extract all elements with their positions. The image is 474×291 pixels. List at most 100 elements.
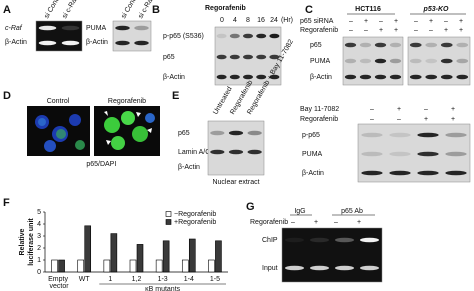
panel-label: D [3,90,11,102]
band [229,33,240,39]
band [115,25,130,31]
panel-label: C [305,4,313,16]
sign: + [451,106,455,113]
row-label: p65 [178,130,190,137]
bar [129,259,137,273]
y-tick-label: 2 [37,245,41,252]
sign: + [444,27,448,34]
row-label: ChIP [262,237,278,244]
condition-label: p65 siRNA [300,18,334,25]
sign: + [397,106,401,113]
band [456,74,469,80]
band [228,130,244,136]
band [269,74,280,80]
band [359,58,372,64]
band [374,42,387,48]
band [440,58,453,64]
label: HCT116 [355,6,381,13]
sign: – [349,18,353,25]
band [344,42,357,48]
band [134,25,149,31]
row-label: PUMA [86,25,107,32]
legend-label: +Regorafenib [174,219,216,226]
band [242,33,254,39]
band [229,74,240,80]
timepoint: 4 [233,17,237,24]
y-tick-label: 3 [37,233,41,240]
band [360,237,379,243]
sign: + [451,116,455,123]
legend-label: −Regorafenib [174,211,216,218]
gel [112,20,152,52]
band [134,40,149,46]
sign: – [334,219,338,226]
band [310,265,329,271]
sign: – [397,116,401,123]
band [389,42,402,48]
band [256,54,267,60]
panel-label: G [246,201,255,213]
row-label: PUMA [310,58,331,65]
label: Control [47,98,70,105]
timepoint: 24 [270,17,278,24]
band [409,42,422,48]
sign: + [364,18,368,25]
timepoint: 0 [220,17,224,24]
timepoint: 16 [257,17,265,24]
band [359,42,372,48]
sign: + [424,116,428,123]
y-axis-label: luciferase unit [28,218,35,266]
band [229,54,240,60]
sign: + [459,27,463,34]
label: p53-KO [423,6,449,13]
bar [84,225,92,273]
band [445,132,467,138]
bar [136,244,144,273]
sign: – [379,18,383,25]
band [425,42,438,48]
group-label: κB mutants [145,286,181,291]
band [247,149,262,155]
band [440,74,453,80]
x-tick-label: 1-3 [158,276,168,283]
panel-label: F [3,197,10,209]
sign: – [370,116,374,123]
band [440,42,453,48]
sign: + [394,27,398,34]
band [269,33,280,39]
sign: – [429,27,433,34]
band [425,74,438,80]
x-tick-line: Empty [48,276,68,283]
row-label: p65 [163,54,175,61]
row-label: β-Actin [5,39,27,46]
band [210,149,225,155]
row-label: Lamin A/C [178,149,210,156]
sign: – [424,106,428,113]
sign: + [314,219,318,226]
band [247,130,262,136]
legend-swatch [165,219,172,225]
sign: + [429,18,433,25]
band [216,33,227,39]
bar [103,259,111,273]
band [389,151,411,157]
bar [188,238,196,273]
label: IgG [294,208,305,215]
sign: – [370,106,374,113]
row-label: Input [262,265,278,272]
condition-label: Regorafenib [250,219,288,226]
band [310,237,329,243]
sign: + [357,219,361,226]
band [456,42,469,48]
bar [58,259,65,273]
sign: – [364,27,368,34]
band [228,149,244,155]
row-label: β-Actin [302,170,324,177]
band [389,58,402,64]
y-tick-label: 1 [37,257,41,264]
band [417,151,439,157]
band [374,58,387,64]
band [210,130,225,136]
x-tick-label: 1-4 [184,276,194,283]
